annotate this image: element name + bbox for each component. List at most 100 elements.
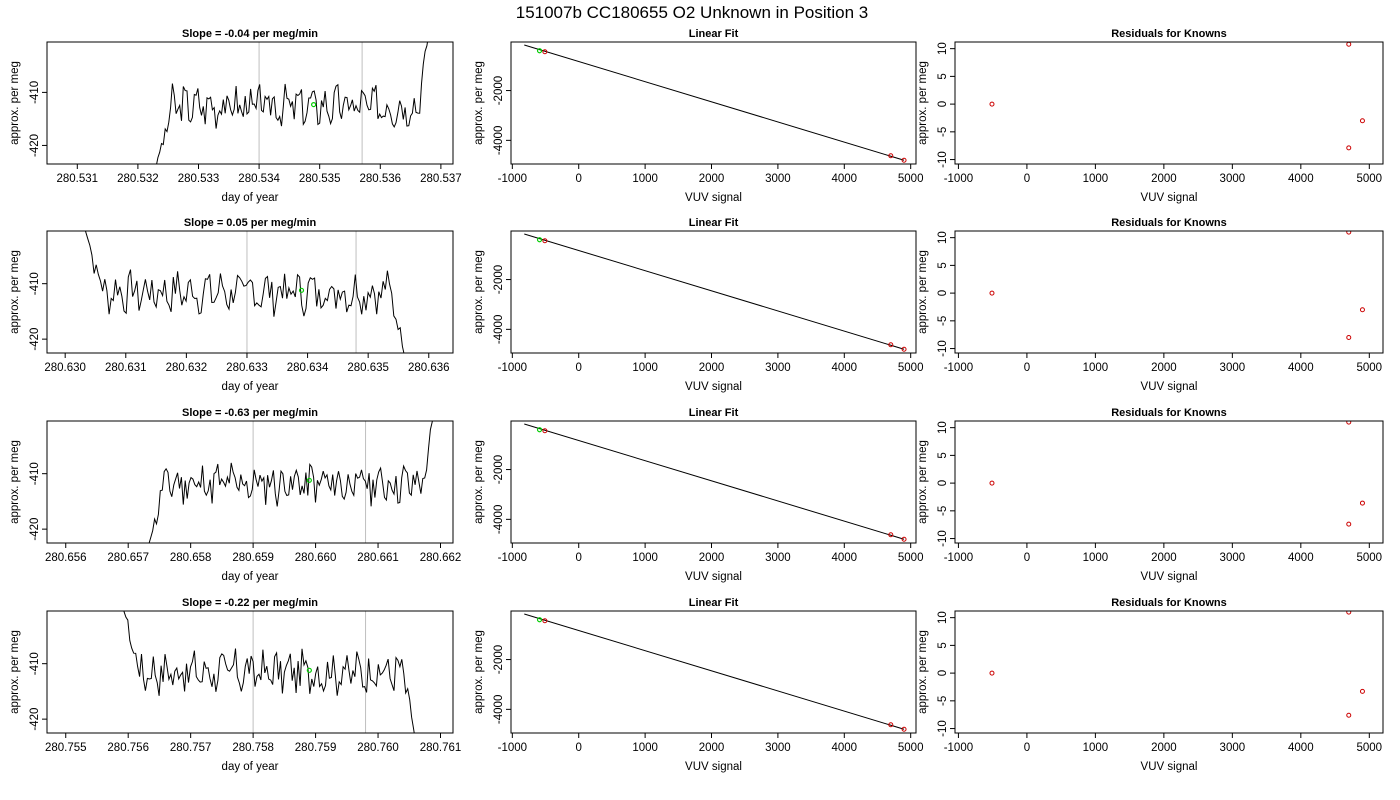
x-tick-label: 280.662 bbox=[420, 552, 462, 564]
x-tick-label: 280.531 bbox=[57, 173, 99, 185]
x-tick-label: 2000 bbox=[699, 552, 725, 564]
chart-panel-4: Slope = 0.05 per meg/min 280.630 280.631 28… bbox=[9, 217, 454, 393]
y-tick-label: 0 bbox=[937, 101, 949, 107]
x-tick-label: 1000 bbox=[632, 173, 658, 185]
y-tick-label: -420 bbox=[29, 708, 41, 731]
x-tick-label: 1000 bbox=[632, 742, 658, 754]
panel-title: Linear Fit bbox=[689, 597, 739, 609]
y-tick-label: -5 bbox=[937, 316, 949, 326]
plot-frame bbox=[954, 610, 1384, 734]
data-point bbox=[1346, 611, 1352, 615]
plot-area bbox=[524, 423, 907, 542]
y-tick-label: 5 bbox=[937, 452, 949, 458]
data-trace-line bbox=[156, 42, 429, 164]
data-trace-line bbox=[148, 421, 433, 543]
x-tick-label: 280.659 bbox=[232, 552, 274, 564]
x-tick-label: 1000 bbox=[632, 552, 658, 564]
unknown-marker bbox=[536, 237, 543, 243]
x-axis-label: VUV signal bbox=[1141, 192, 1198, 204]
panel-title: Slope = 0.05 per meg/min bbox=[184, 217, 317, 229]
x-tick-label: 5000 bbox=[898, 552, 924, 564]
y-axis-label: approx. per meg bbox=[473, 440, 485, 524]
x-tick-label: 4000 bbox=[831, 362, 857, 374]
y-axis-label: approx. per meg bbox=[9, 630, 21, 714]
x-tick-label: 5000 bbox=[1357, 552, 1383, 564]
data-point bbox=[542, 238, 548, 244]
data-point bbox=[888, 722, 894, 728]
y-tick-label: -10 bbox=[937, 720, 949, 737]
x-tick-label: 280.636 bbox=[408, 362, 450, 374]
y-tick-label: -5 bbox=[937, 696, 949, 706]
chart-panel-7: Slope = -0.63 per meg/min 280.656 280.657 2… bbox=[9, 407, 461, 583]
data-point bbox=[901, 726, 907, 732]
unknown-marker bbox=[311, 101, 317, 108]
panel-title: Linear Fit bbox=[689, 407, 739, 419]
x-tick-label: 4000 bbox=[1288, 362, 1314, 374]
x-tick-label: 0 bbox=[1024, 362, 1030, 374]
y-axis-label: approx. per meg bbox=[473, 630, 485, 714]
plot-frame bbox=[510, 41, 917, 165]
y-tick-label: -410 bbox=[29, 652, 41, 675]
x-axis-label: VUV signal bbox=[685, 192, 742, 204]
fit-line bbox=[524, 44, 905, 161]
chart-panel-11: Linear Fit -1000 0 1000 2000 3000 4000 5000 -400… bbox=[473, 597, 923, 773]
x-tick-label: 5000 bbox=[898, 362, 924, 374]
x-tick-label: -1000 bbox=[944, 552, 973, 564]
y-tick-label: 0 bbox=[937, 290, 949, 296]
x-tick-label: 2000 bbox=[699, 362, 725, 374]
x-tick-label: 280.635 bbox=[347, 362, 389, 374]
data-trace-line bbox=[123, 611, 415, 733]
x-tick-label: 3000 bbox=[1220, 173, 1246, 185]
x-tick-label: 280.631 bbox=[105, 362, 147, 374]
x-tick-label: 1000 bbox=[1083, 742, 1109, 754]
plot-area bbox=[989, 42, 1365, 151]
x-tick-label: 2000 bbox=[1151, 173, 1177, 185]
y-tick-label: -4000 bbox=[493, 315, 505, 344]
x-tick-label: 2000 bbox=[699, 173, 725, 185]
data-point bbox=[542, 618, 548, 624]
x-tick-label: 1000 bbox=[1083, 552, 1109, 564]
data-point bbox=[888, 532, 894, 538]
y-tick-label: 10 bbox=[937, 231, 949, 244]
data-trace-line bbox=[84, 231, 405, 353]
panel-title: Slope = -0.63 per meg/min bbox=[182, 407, 318, 419]
panel-title: Residuals for Knowns bbox=[1111, 407, 1227, 419]
x-tick-label: 280.630 bbox=[44, 362, 86, 374]
y-axis-label: approx. per meg bbox=[473, 61, 485, 145]
y-tick-label: -420 bbox=[29, 518, 41, 541]
chart-panel-5: Linear Fit -1000 0 1000 2000 3000 4000 5000 -400… bbox=[473, 217, 923, 393]
y-tick-label: -10 bbox=[937, 151, 949, 168]
y-tick-label: 0 bbox=[937, 670, 949, 676]
data-point bbox=[1359, 118, 1365, 124]
plot-frame bbox=[46, 610, 454, 734]
x-tick-label: 1000 bbox=[632, 362, 658, 374]
y-tick-label: -4000 bbox=[493, 695, 505, 724]
plot-area bbox=[148, 421, 433, 543]
x-tick-label: 4000 bbox=[1288, 742, 1314, 754]
page-title: 151007b CC180655 O2 Unknown in Position … bbox=[516, 3, 869, 22]
y-tick-label: -420 bbox=[29, 328, 41, 351]
panel-title: Linear Fit bbox=[689, 28, 739, 40]
unknown-marker bbox=[306, 477, 312, 483]
x-tick-label: 3000 bbox=[1220, 552, 1246, 564]
x-tick-label: 280.537 bbox=[420, 173, 462, 185]
x-tick-label: 4000 bbox=[831, 742, 857, 754]
plot-area bbox=[989, 231, 1365, 340]
chart-panel-8: Linear Fit -1000 0 1000 2000 3000 4000 5000 -400… bbox=[473, 407, 923, 583]
x-tick-label: 280.657 bbox=[107, 552, 149, 564]
y-tick-label: -2000 bbox=[493, 265, 505, 294]
y-tick-label: -410 bbox=[29, 462, 41, 485]
chart-panel-2: Linear Fit -1000 0 1000 2000 3000 4000 5000 -400… bbox=[473, 28, 923, 204]
x-tick-label: 0 bbox=[1024, 173, 1030, 185]
x-tick-label: 0 bbox=[1024, 742, 1030, 754]
x-tick-label: 4000 bbox=[1288, 552, 1314, 564]
y-tick-label: -2000 bbox=[493, 76, 505, 105]
x-axis-label: VUV signal bbox=[685, 381, 742, 393]
y-tick-label: 5 bbox=[937, 262, 949, 268]
unknown-marker bbox=[536, 427, 543, 433]
y-axis-label: approx. per meg bbox=[473, 250, 485, 334]
panel-title: Residuals for Knowns bbox=[1111, 28, 1227, 40]
x-tick-label: 1000 bbox=[1083, 173, 1109, 185]
chart-panel-9: Residuals for Knowns -1000 0 1000 2000 3000 40… bbox=[917, 407, 1384, 583]
x-tick-label: 280.757 bbox=[170, 742, 212, 754]
